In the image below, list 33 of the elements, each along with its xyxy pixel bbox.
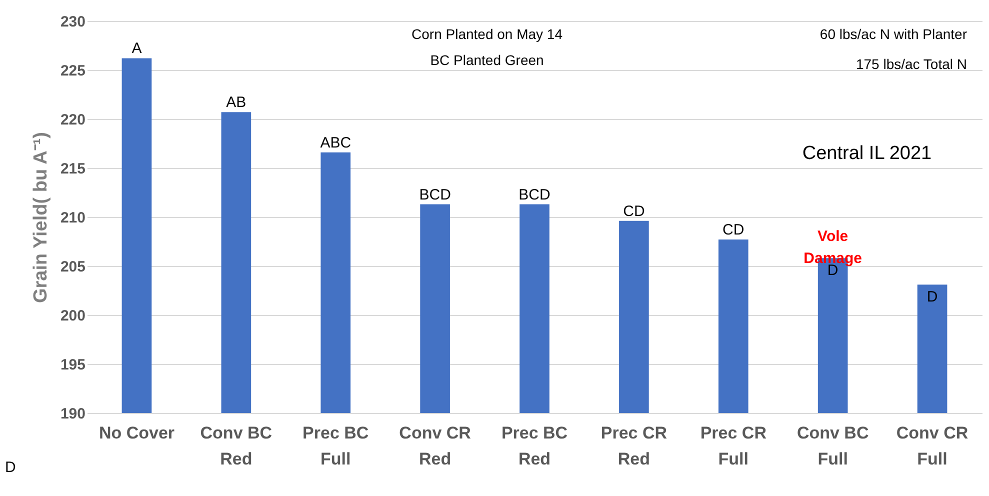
annotation: BC Planted Green [430,52,544,68]
y-tick-label: 230 [60,14,86,30]
annotation: A [132,40,142,58]
y-tick-label: 205 [60,258,86,276]
x-tick-label: Prec BC Full [302,424,369,468]
x-tick-label: Conv CR Red [399,424,471,468]
y-tick-label: 225 [60,62,86,80]
annotation: Central IL 2021 [802,143,932,164]
y-tick-label: 210 [60,210,86,226]
annotation: ABC [320,134,352,152]
annotation: CD [623,202,645,220]
x-tick-label: Conv BC Red [200,424,272,468]
annotation: Corn Planted on May 14 [412,26,563,42]
x-tick-label: Prec CR Full [700,424,766,468]
annotation: BCD [419,186,452,204]
x-tick-label: Conv CR Full [896,424,968,468]
annotation: 60 lbs/ac N with Planter [820,26,968,42]
y-axis-title: Grain Yield( bu A⁻¹) [30,132,52,304]
annotation: AB [226,94,246,112]
y-tick-label: 200 [60,308,86,324]
x-tick-label: Conv BC Full [796,424,869,468]
x-tick-label: Prec BC Red [501,424,568,468]
y-tick-label: 195 [60,356,86,374]
y-tick-label: 190 [60,406,86,422]
x-tick-label: No Cover [98,424,175,442]
annotation: BCD [518,186,550,204]
x-tick-label: Prec CR Red [600,424,668,468]
annotation: 175 lbs/ac Total N [856,56,967,72]
annotation: D [926,288,938,306]
y-tick-label: 215 [60,160,86,178]
text: D [5,459,16,476]
annotation: CD [722,222,744,239]
y-tick-label: 220 [60,112,86,128]
